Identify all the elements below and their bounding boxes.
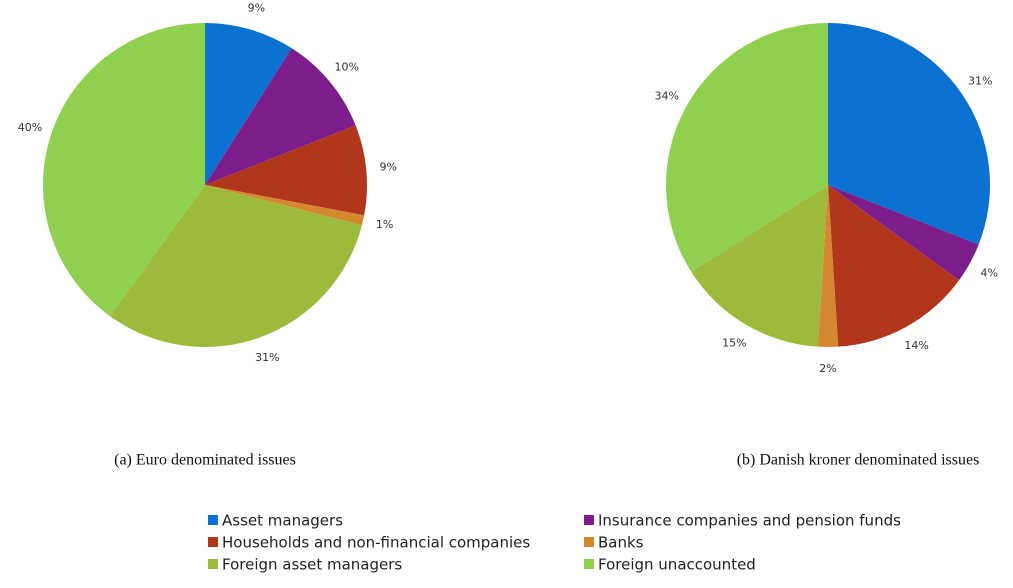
legend-label: Asset managers — [222, 512, 343, 530]
pie-slice — [205, 185, 365, 226]
legend-swatch — [208, 515, 218, 525]
legend-label: Foreign asset managers — [222, 556, 402, 574]
value-label: 40% — [18, 121, 42, 134]
value-label: 2% — [819, 362, 836, 375]
pie-slice — [817, 185, 839, 347]
legend-swatch — [208, 559, 218, 569]
legend-label: Insurance companies and pension funds — [598, 512, 901, 530]
value-label: 10% — [335, 61, 359, 74]
value-label: 31% — [968, 75, 992, 88]
value-label: 34% — [655, 89, 679, 102]
pie-slice — [205, 125, 367, 216]
pie-slice — [109, 185, 362, 348]
value-label: 1% — [376, 218, 393, 231]
legend-swatch — [584, 537, 594, 547]
pie-slice — [205, 23, 292, 185]
value-label: 4% — [981, 267, 998, 280]
legend-swatch — [584, 559, 594, 569]
pie-slice — [666, 23, 828, 272]
caption: (b) Danish kroner denominated issues — [737, 452, 980, 469]
pie-slice — [42, 23, 206, 317]
legend-swatch — [208, 537, 218, 547]
caption: (a) Euro denominated issues — [114, 452, 296, 469]
value-label: 9% — [379, 161, 396, 174]
pie-slice — [828, 185, 960, 347]
legend-swatch — [584, 515, 594, 525]
value-label: 31% — [255, 351, 279, 364]
legend-label: Foreign unaccounted — [598, 556, 756, 574]
pie-slice — [828, 185, 979, 281]
value-label: 14% — [904, 339, 928, 352]
value-label: 9% — [248, 1, 265, 14]
value-label: 15% — [722, 336, 746, 349]
legend-label: Households and non-financial companies — [222, 534, 530, 552]
pie-slice — [691, 185, 828, 347]
legend-label: Banks — [598, 534, 644, 552]
pie-slice — [205, 48, 356, 186]
pie-slice — [828, 23, 990, 245]
